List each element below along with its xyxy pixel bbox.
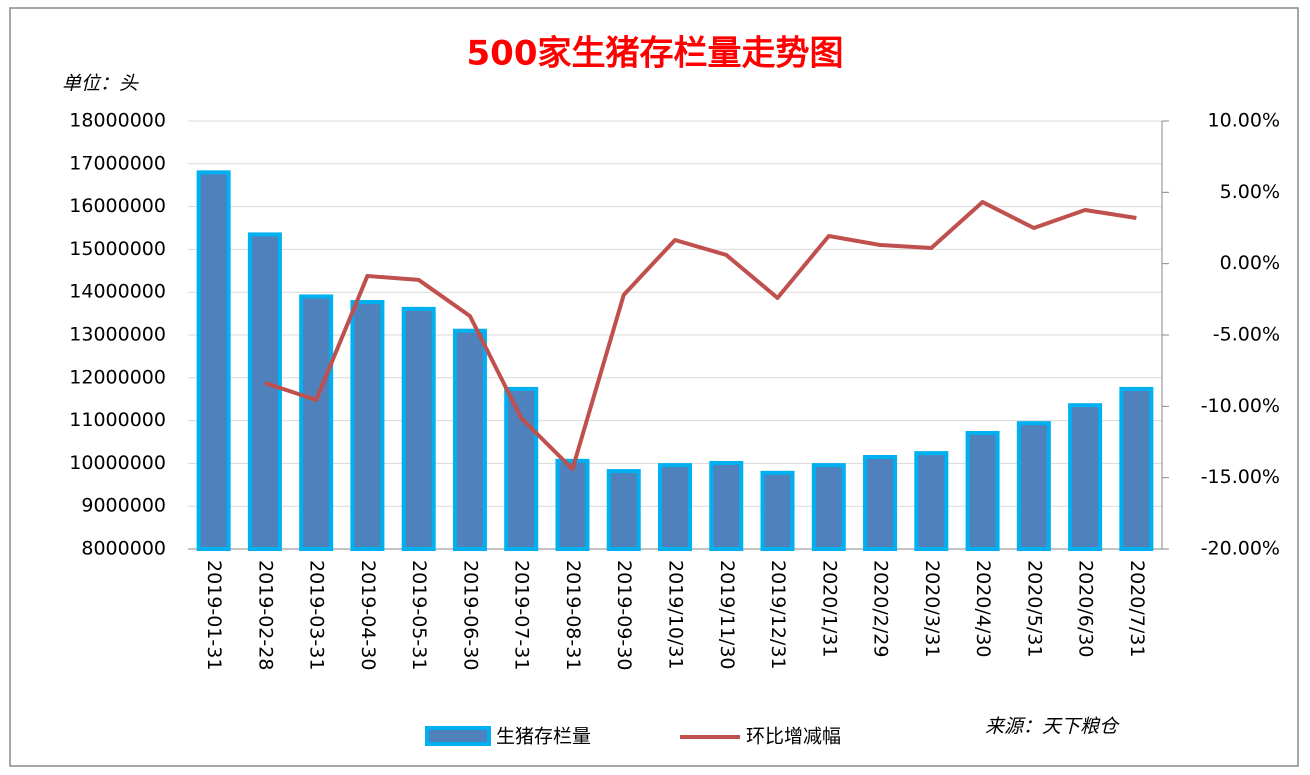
x-tick-label: 2019-03-31 (306, 560, 328, 670)
legend-label: 环比增减幅 (746, 726, 841, 748)
x-tick-label: 2020/1/31 (818, 560, 840, 657)
x-tick-label: 2020/4/30 (972, 560, 994, 657)
bar (504, 386, 539, 552)
y2-tick-label: -10.00% (1201, 395, 1280, 417)
x-tick-label: 2019-06-30 (459, 560, 481, 670)
y-tick-label: 18000000 (69, 110, 166, 132)
bar (350, 300, 385, 551)
x-tick-label: 2019/10/31 (665, 560, 687, 670)
x-tick-label: 2020/6/30 (1075, 560, 1097, 657)
bar (863, 454, 898, 552)
legend-swatch (425, 726, 491, 746)
bar (760, 470, 795, 552)
y2-tick-label: 0.00% (1220, 252, 1280, 274)
y2-tick-label: -5.00% (1213, 324, 1280, 346)
x-tick-label: 2019-01-31 (203, 560, 225, 670)
y-tick-label: 13000000 (69, 324, 166, 346)
bar (1119, 386, 1154, 552)
y-tick-label: 10000000 (69, 452, 166, 474)
y-tick-label: 15000000 (69, 238, 166, 260)
line (264, 200, 1137, 472)
y2-tick-label: 10.00% (1208, 110, 1280, 132)
y-tick-label: 16000000 (69, 195, 166, 217)
bar (555, 458, 590, 551)
bar (658, 463, 692, 551)
x-tick-label: 2019-09-30 (613, 560, 635, 670)
x-tick-label: 2019-04-30 (357, 560, 379, 670)
bar (811, 463, 846, 551)
bar (299, 294, 334, 552)
bar (1016, 421, 1051, 551)
x-tick-label: 2020/3/31 (921, 560, 943, 657)
x-tick-label: 2020/5/31 (1023, 560, 1045, 657)
x-tick-label: 2019-05-31 (408, 560, 430, 670)
x-tick-label: 2019/11/30 (716, 560, 738, 670)
y2-tick-label: -15.00% (1201, 466, 1280, 488)
bar (606, 469, 641, 552)
legend-label: 生猪存栏量 (496, 726, 591, 748)
y-tick-label: 12000000 (69, 366, 166, 388)
bar (709, 460, 744, 551)
bar (196, 170, 231, 552)
chart-title: 500家生猪存栏量走势图 (467, 34, 844, 74)
x-tick-label: 2020/2/29 (870, 560, 892, 657)
y-tick-label: 11000000 (69, 409, 166, 431)
bar (914, 451, 949, 551)
y2-tick-label: 5.00% (1220, 181, 1280, 203)
x-tick-label: 2019-02-28 (254, 560, 276, 670)
x-tick-label: 2020/7/31 (1126, 560, 1148, 657)
bar (452, 328, 487, 551)
bar (401, 306, 436, 551)
unit-label: 单位：头 (62, 73, 139, 95)
bar (965, 431, 1000, 551)
y-tick-label: 9000000 (81, 495, 166, 517)
y-tick-label: 14000000 (69, 281, 166, 303)
bar (1068, 403, 1103, 551)
bar (247, 232, 282, 551)
y-tick-label: 8000000 (81, 538, 166, 560)
x-tick-label: 2019/12/31 (767, 560, 789, 670)
x-tick-label: 2019-08-31 (562, 560, 584, 670)
x-tick-label: 2019-07-31 (511, 560, 533, 670)
y-tick-label: 17000000 (69, 152, 166, 174)
source-label: 来源：天下粮仓 (985, 716, 1120, 738)
y2-tick-label: -20.00% (1201, 538, 1280, 560)
